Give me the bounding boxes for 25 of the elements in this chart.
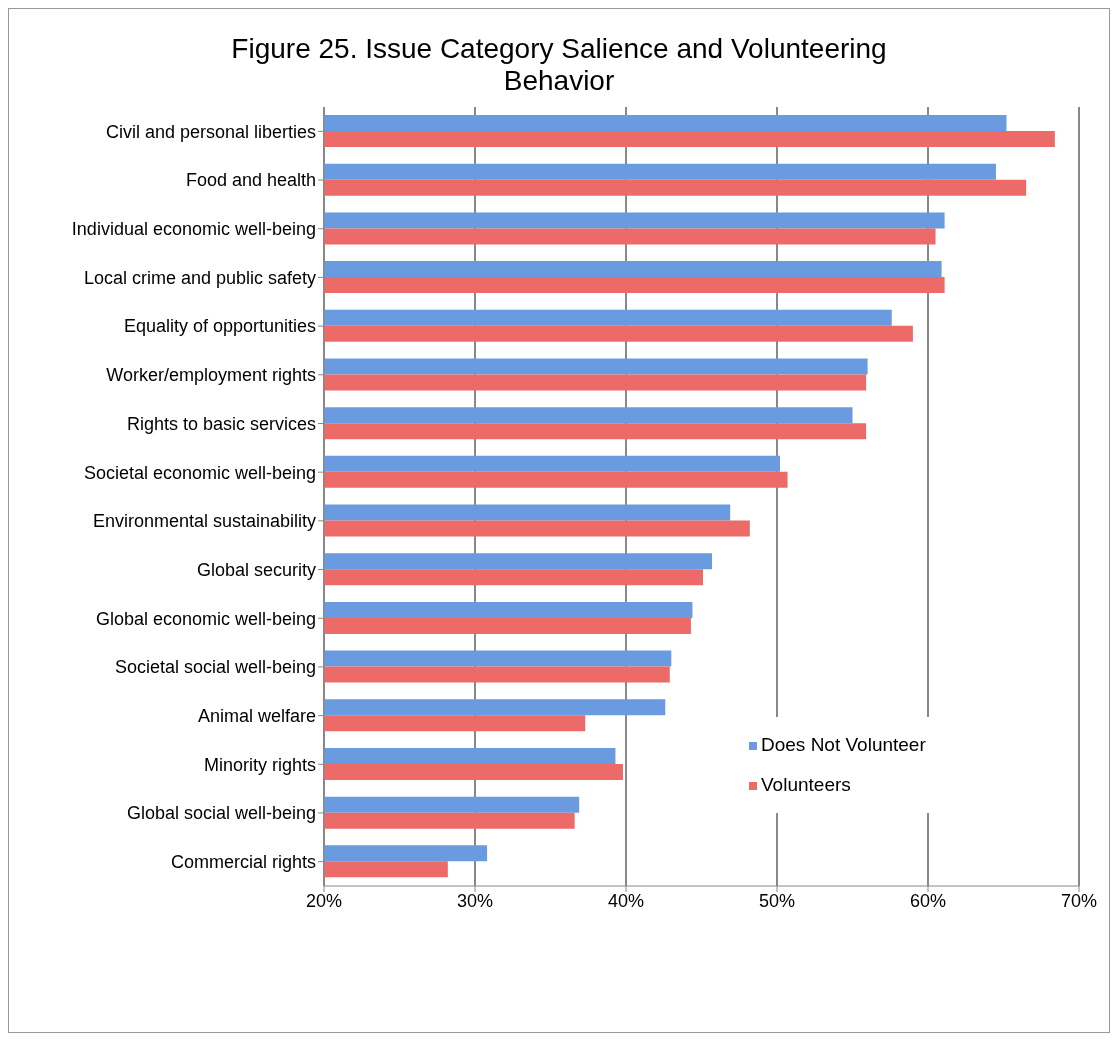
y-tick-label: Civil and personal liberties bbox=[105, 121, 316, 142]
y-tick-label: Equality of opportunities bbox=[123, 316, 316, 337]
y-tick-label: Environmental sustainability bbox=[92, 511, 316, 532]
y-tick-label: Global social well-being bbox=[126, 803, 316, 824]
x-tick-label: 20% bbox=[305, 890, 343, 911]
y-tick-label: Commercial rights bbox=[170, 852, 316, 873]
y-tick-label: Global security bbox=[196, 559, 316, 580]
x-tick-label: 60% bbox=[909, 890, 947, 911]
y-tick-label: Worker/employment rights bbox=[106, 365, 316, 386]
chart-title: Figure 25. Issue Category Salience and Volunteering Behavior bbox=[230, 33, 888, 97]
y-tick-label: Societal economic well-being bbox=[83, 462, 316, 483]
legend-label: Volunteers bbox=[761, 774, 851, 795]
x-tick-label: 30% bbox=[456, 890, 494, 911]
y-tick-label: Minority rights bbox=[203, 754, 316, 775]
y-tick-label: Local crime and public safety bbox=[83, 267, 316, 288]
y-tick-label: Societal social well-being bbox=[114, 657, 316, 678]
x-tick-label: 40% bbox=[607, 890, 645, 911]
y-tick-label: Food and health bbox=[185, 170, 316, 191]
y-tick-label: Global economic well-being bbox=[95, 608, 316, 629]
x-tick-label: 70% bbox=[1060, 890, 1098, 911]
y-tick-label: Rights to basic services bbox=[126, 413, 316, 434]
y-tick-label: Individual economic well-being bbox=[71, 219, 316, 240]
x-tick-label: 50% bbox=[758, 890, 796, 911]
legend-label: Does Not Volunteer bbox=[761, 734, 926, 755]
y-tick-label: Animal welfare bbox=[197, 705, 316, 726]
